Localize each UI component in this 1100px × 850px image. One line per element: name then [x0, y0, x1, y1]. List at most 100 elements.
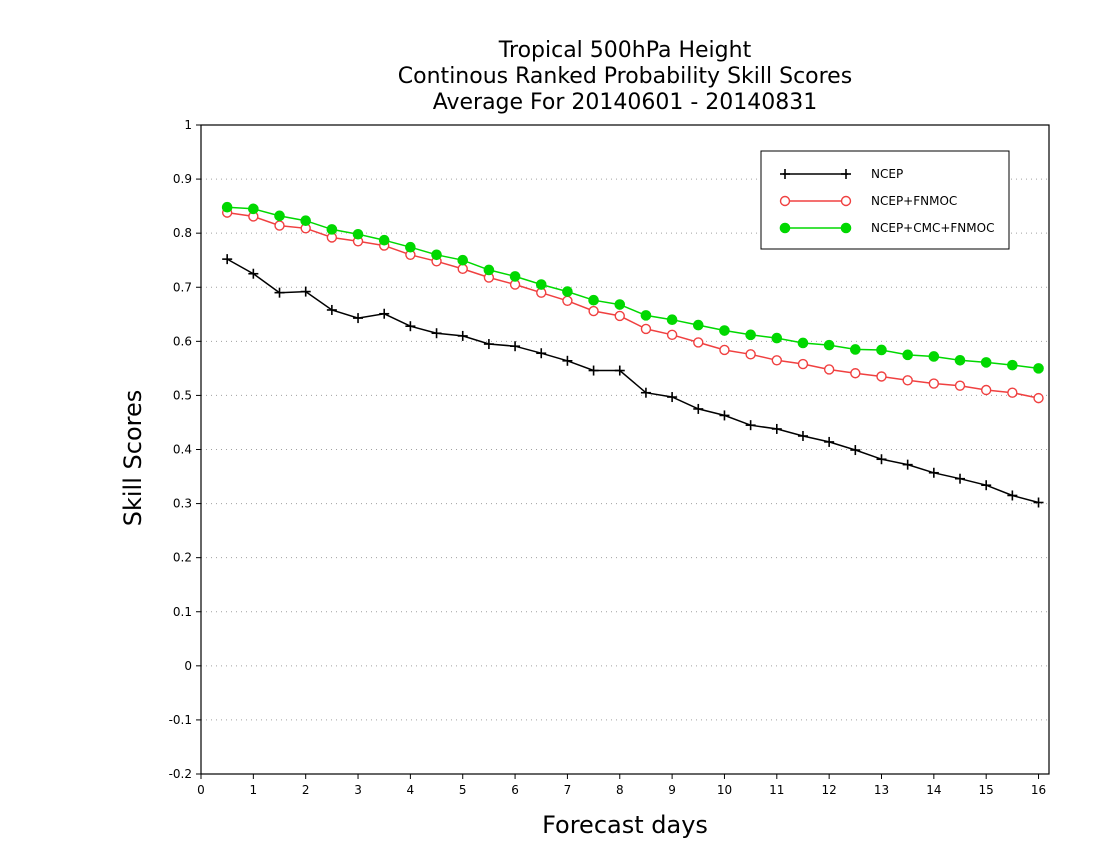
series-0-point-24: [850, 445, 861, 456]
legend-marker-end-0: [841, 169, 851, 179]
series-2-point-27: [928, 351, 940, 362]
x-tick-label-8: 8: [616, 783, 624, 797]
x-tick-label-5: 5: [459, 783, 467, 797]
series-2-point-7: [405, 241, 416, 253]
series-0-point-31: [1033, 497, 1044, 508]
legend-entry-0: NCEP: [780, 167, 903, 181]
series-2-point-18: [692, 319, 704, 331]
series-2-point-10: [483, 264, 495, 276]
y-tick-label-8: 0.2: [173, 551, 192, 565]
series-2-point-3: [300, 215, 311, 227]
title-line-1: Tropical 500hPa Height: [498, 38, 752, 63]
series-1-point-14: [588, 305, 599, 317]
x-tick-label-0: 0: [197, 783, 205, 797]
series-0-point-14: [588, 365, 599, 376]
series-0-point-29: [981, 480, 992, 491]
series-2-point-9: [457, 254, 469, 266]
series-1-point-20: [745, 349, 756, 360]
series-1-point-15: [614, 310, 625, 322]
series-0-point-5: [353, 313, 364, 324]
legend-entry-2: NCEP+CMC+FNMOC: [779, 221, 994, 235]
series-0-point-15: [614, 365, 625, 376]
y-tick-label-10: 0: [184, 659, 192, 673]
series-1-point-13: [562, 295, 573, 306]
series-0-point-7: [405, 321, 416, 332]
x-tick-label-6: 6: [511, 783, 519, 797]
series-2-point-25: [876, 344, 887, 356]
series-0-point-2: [274, 287, 285, 298]
series-0-point-28: [955, 473, 966, 484]
series-2-point-21: [771, 332, 783, 344]
series-2-point-6: [378, 234, 390, 246]
series-0-point-1: [248, 268, 259, 279]
legend-entry-1: NCEP+FNMOC: [779, 194, 957, 208]
series-2-point-19: [719, 325, 730, 336]
series-2-point-22: [797, 337, 809, 349]
series-0-point-16: [640, 387, 651, 398]
x-axis-ticks: 0 1 2 3 4 5 6 7 8 9 10 11 12 13 14 15 16: [197, 774, 1046, 797]
y-axis-label: Skill Scores: [119, 390, 147, 527]
series-0-point-20: [745, 420, 756, 431]
title-line-2: Continous Ranked Probability Skill Score…: [398, 64, 852, 89]
series-2-point-15: [614, 299, 626, 310]
x-tick-label-9: 9: [668, 783, 676, 797]
series-0-point-21: [771, 423, 782, 434]
series-2-point-17: [666, 314, 678, 326]
series-1-point-31: [1033, 392, 1044, 404]
series-0-point-19: [719, 410, 730, 421]
title-line-3: Average For 20140601 - 20140831: [433, 90, 818, 115]
y-tick-label-3: 0.7: [173, 280, 192, 294]
series-2: [221, 201, 1044, 374]
series-2-point-30: [1007, 359, 1018, 371]
series-0-point-10: [483, 339, 494, 350]
legend-marker-start-1: [779, 195, 791, 207]
series-2-point-20: [745, 329, 756, 341]
series-2-point-5: [352, 228, 364, 240]
series-1-point-29: [980, 384, 992, 396]
series-0-point-26: [902, 459, 913, 470]
series-2-point-13: [562, 286, 573, 297]
y-tick-label-7: 0.3: [173, 497, 192, 511]
series-1-point-18: [693, 337, 704, 348]
series-1-point-27: [928, 378, 940, 389]
series-2-point-28: [954, 354, 966, 366]
grid-lines: [201, 178, 1049, 721]
series-2-point-31: [1033, 363, 1044, 374]
x-tick-label-7: 7: [564, 783, 572, 797]
series-1-point-25: [876, 371, 887, 382]
series-2-point-16: [640, 310, 652, 321]
series-2-point-1: [248, 203, 259, 215]
legend-marker-start-0: [780, 169, 790, 179]
x-tick-label-3: 3: [354, 783, 362, 797]
y-tick-label-5: 0.5: [173, 388, 192, 402]
series-2-point-24: [850, 344, 861, 355]
x-tick-label-11: 11: [769, 783, 784, 797]
series-1-point-24: [850, 368, 861, 379]
x-tick-label-14: 14: [926, 783, 941, 797]
series-0-point-6: [379, 308, 390, 319]
series-0-point-12: [536, 348, 547, 359]
x-tick-label-13: 13: [874, 783, 889, 797]
series-0-point-22: [797, 430, 808, 441]
y-tick-label-9: 0.1: [173, 605, 192, 619]
series-1-point-26: [902, 375, 913, 386]
series-0-point-13: [562, 355, 573, 366]
plot-frame: [200, 124, 1050, 775]
series-2-point-14: [588, 294, 599, 306]
x-tick-label-1: 1: [250, 783, 258, 797]
legend-marker-end-1: [840, 195, 852, 207]
series-1-point-30: [1007, 387, 1018, 398]
series-2-point-11: [509, 271, 521, 282]
series-2-point-12: [535, 279, 547, 290]
x-tick-label-2: 2: [302, 783, 310, 797]
series-0: [222, 254, 1044, 508]
series-0-point-0: [222, 254, 233, 265]
series-1-point-28: [954, 380, 966, 391]
data-series: [221, 201, 1044, 508]
series-0-point-27: [928, 467, 939, 478]
x-tick-label-16: 16: [1031, 783, 1046, 797]
legend: NCEP NCEP+FNMOC NCEP+CMC+FNMOC: [760, 150, 1010, 250]
series-1-point-22: [797, 358, 809, 370]
series-0-point-23: [824, 436, 835, 447]
